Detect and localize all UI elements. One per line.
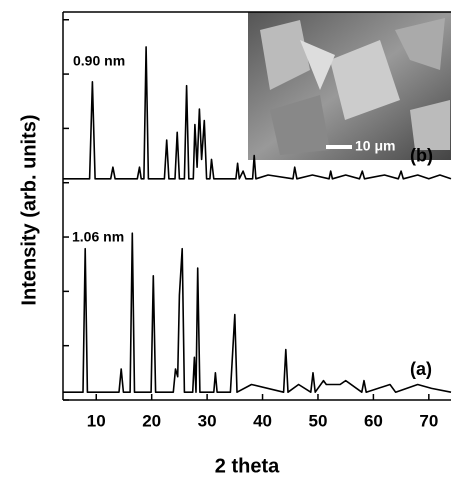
annotation: 1.06 nm xyxy=(72,229,124,245)
x-tick-label: 10 xyxy=(87,411,106,430)
x-tick-label: 60 xyxy=(364,411,383,430)
series-label: (a) xyxy=(410,359,432,379)
x-tick-label: 50 xyxy=(309,411,328,430)
xrd-pattern xyxy=(63,232,452,393)
annotation: 0.90 nm xyxy=(73,53,125,69)
sem-inset: 10 μm xyxy=(248,12,451,160)
x-tick-label: 70 xyxy=(419,411,438,430)
x-tick-label: 20 xyxy=(142,411,161,430)
x-tick-label: 40 xyxy=(253,411,272,430)
series-label: (b) xyxy=(410,146,433,166)
y-axis-title: Intensity (arb. units) xyxy=(18,114,40,305)
scale-label: 10 μm xyxy=(355,138,395,154)
xrd-pattern xyxy=(63,46,452,180)
x-axis-title: 2 theta xyxy=(215,455,280,477)
x-tick-label: 30 xyxy=(198,411,217,430)
